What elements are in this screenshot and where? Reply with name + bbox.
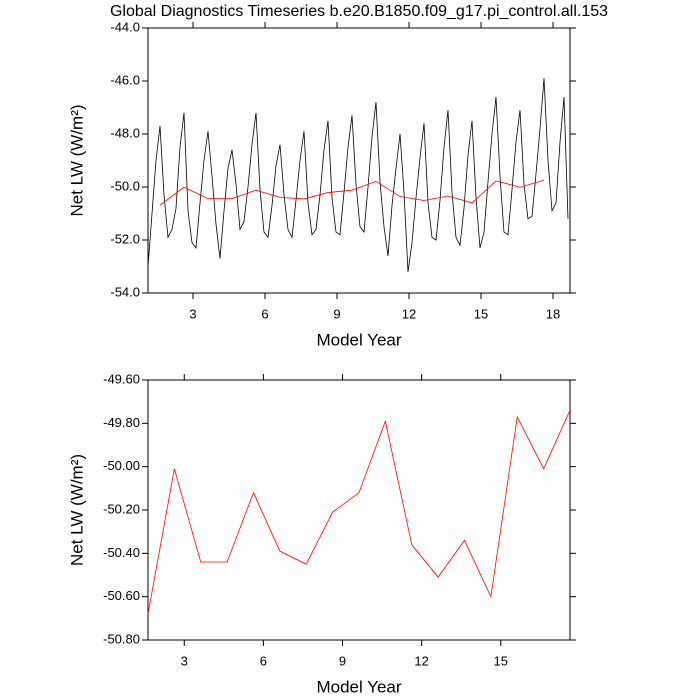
y-tick-label: -49.60 xyxy=(103,371,140,386)
x-axis-label: Model Year xyxy=(316,677,401,696)
y-tick-label: -54.0 xyxy=(110,284,140,299)
data-line xyxy=(147,410,571,615)
x-tick-label: 3 xyxy=(189,306,196,321)
y-tick-label: -48.0 xyxy=(110,125,140,140)
y-tick-label: -44.0 xyxy=(110,19,140,34)
x-tick-label: 6 xyxy=(261,306,268,321)
plot-frame xyxy=(147,379,571,641)
x-tick-label: 12 xyxy=(402,306,416,321)
chart-title: Global Diagnostics Timeseries b.e20.B185… xyxy=(110,3,608,20)
y-tick-label: -52.0 xyxy=(110,231,140,246)
data-line xyxy=(147,78,569,272)
y-axis-label: Net LW (W/m²) xyxy=(67,454,86,566)
y-tick-label: -50.0 xyxy=(110,178,140,193)
x-axis-label: Model Year xyxy=(316,330,401,349)
y-tick-label: -50.20 xyxy=(103,501,140,516)
x-tick-label: 18 xyxy=(546,306,560,321)
x-tick-label: 9 xyxy=(339,653,346,668)
y-tick-label: -50.60 xyxy=(103,588,140,603)
y-tick-label: -50.00 xyxy=(103,458,140,473)
x-tick-label: 6 xyxy=(260,653,267,668)
y-tick-label: -49.80 xyxy=(103,415,140,430)
x-tick-label: 3 xyxy=(181,653,188,668)
x-tick-label: 15 xyxy=(494,653,508,668)
x-tick-label: 9 xyxy=(333,306,340,321)
x-tick-label: 15 xyxy=(474,306,488,321)
data-line xyxy=(159,179,545,206)
plot-frame xyxy=(147,27,571,294)
y-axis-label: Net LW (W/m²) xyxy=(67,104,86,216)
y-tick-label: -50.80 xyxy=(103,631,140,646)
y-tick-label: -46.0 xyxy=(110,72,140,87)
x-tick-label: 12 xyxy=(414,653,428,668)
y-tick-label: -50.40 xyxy=(103,545,140,560)
